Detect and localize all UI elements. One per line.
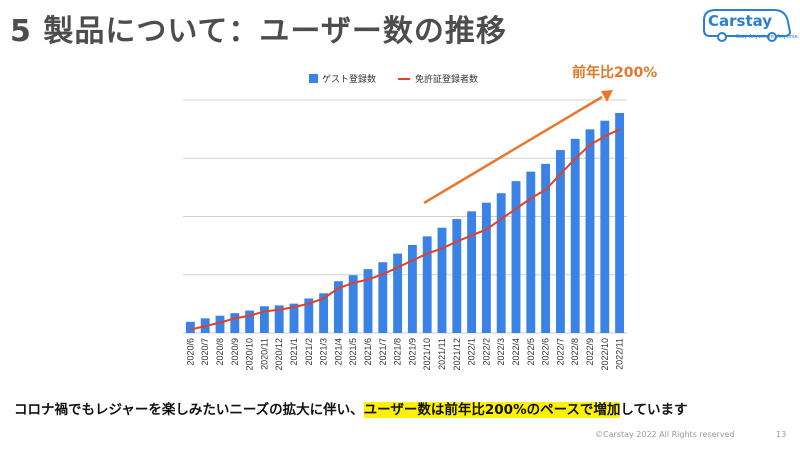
page-number: 13 [776,430,787,439]
x-tick-label: 2021/11 [437,338,447,370]
growth-arrow [423,90,613,205]
slide-title: 5 製品について：ユーザー数の推移 [10,14,507,49]
logo-van-icon [703,9,792,42]
bar-guest-registrations [541,163,551,333]
x-tick-label: 2022/7 [555,338,565,366]
bar-guest-registrations [230,313,240,333]
bar-guest-registrations [185,321,195,333]
summary-text: コロナ禍でもレジャーを楽しみたいニーズの拡大に伴い、ユーザー数は前年比200%の… [14,398,688,418]
bar-guest-registrations [555,150,565,333]
x-tick-label: 2021/3 [319,338,329,366]
bar-guest-registrations [333,281,343,333]
x-tick-label: 2021/7 [378,338,388,366]
summary-text-suffix: しています [620,402,688,418]
bar-guest-registrations [615,112,625,333]
legend-bar-swatch [309,74,318,83]
logo-wordmark: Carstay [708,12,773,30]
x-tick-label: 2021/12 [452,338,462,371]
x-tick-label: 2020/11 [259,338,269,370]
x-tick-label: 2021/1 [289,338,299,366]
bar-guest-registrations [378,262,388,333]
bar-guest-registrations [348,275,358,333]
x-tick-label: 2021/10 [422,338,432,371]
bar-guest-registrations [393,253,403,333]
x-tick-label: 2020/7 [200,338,210,366]
growth-rate-label: 前年比200% [572,65,658,81]
bar-guest-registrations [245,310,255,333]
bar-guest-registrations [570,138,580,333]
x-tick-label: 2022/10 [600,338,610,371]
bar-guest-registrations [274,305,284,333]
bar-guest-registrations [215,315,225,333]
bar-guest-registrations [407,244,417,333]
x-tick-label: 2020/6 [185,338,195,366]
growth-arrow-shaft [423,95,603,205]
bar-guest-registrations [481,202,491,333]
bar-guest-registrations [600,120,610,333]
x-tick-label: 2022/1 [467,338,477,366]
x-tick-label: 2022/2 [481,338,491,366]
chart-legend: ゲスト登録数 免許証登録者数 [309,73,478,85]
x-tick-label: 2020/12 [274,338,284,371]
x-tick-label: 2022/9 [585,338,595,366]
bar-guest-registrations [526,171,536,333]
bar-guest-registrations [289,303,299,333]
logo-tagline: Stay Anywhere, Anytime. [736,34,800,40]
x-tick-label: 2022/3 [496,338,506,366]
legend-line-label: 免許証登録者数 [415,73,478,85]
bar-guest-registrations [496,193,506,333]
company-logo: Carstay Stay Anywhere, Anytime. [700,6,799,46]
line-license-registrations [190,128,621,331]
x-tick-label: 2021/9 [407,338,417,366]
summary-text-prefix: コロナ禍でもレジャーを楽しみたいニーズの拡大に伴い、 [14,402,364,418]
bar-guest-registrations [304,298,314,333]
bar-guest-registrations [319,293,329,333]
bar-guest-registrations [437,227,447,333]
x-tick-label: 2021/5 [348,338,358,366]
x-tick-label: 2020/8 [215,338,225,366]
x-tick-label: 2022/6 [541,338,551,366]
x-tick-label: 2021/4 [333,338,343,366]
x-tick-label: 2022/4 [511,338,521,366]
bar-guest-registrations [259,306,269,333]
x-tick-label: 2021/8 [393,338,403,366]
x-tick-label: 2020/9 [230,338,240,366]
bar-guest-registrations [452,219,462,333]
chart-gridlines [183,99,627,334]
summary-text-highlight: ユーザー数は前年比200%のペースで増加 [363,402,621,418]
chart-bars [185,112,625,333]
chart-x-axis-labels: 2020/6 2020/7 2020/8 2020/9 2020/10 2020/11 20… [185,338,624,371]
x-tick-label: 2020/10 [245,338,255,371]
bar-guest-registrations [467,211,477,333]
bar-guest-registrations [363,269,373,333]
growth-arrow-head [601,90,613,102]
x-tick-label: 2021/2 [304,338,314,366]
x-tick-label: 2022/11 [615,338,625,370]
x-tick-label: 2022/5 [526,338,536,366]
bar-guest-registrations [585,129,595,333]
x-tick-label: 2021/6 [363,338,373,366]
copyright-text: ©Carstay 2022 All Rights reserved [595,430,735,439]
chart-line [190,128,621,331]
x-tick-label: 2022/8 [570,338,580,366]
bar-guest-registrations [511,181,521,333]
legend-bar-label: ゲスト登録数 [322,73,376,85]
bar-guest-registrations [422,236,432,333]
